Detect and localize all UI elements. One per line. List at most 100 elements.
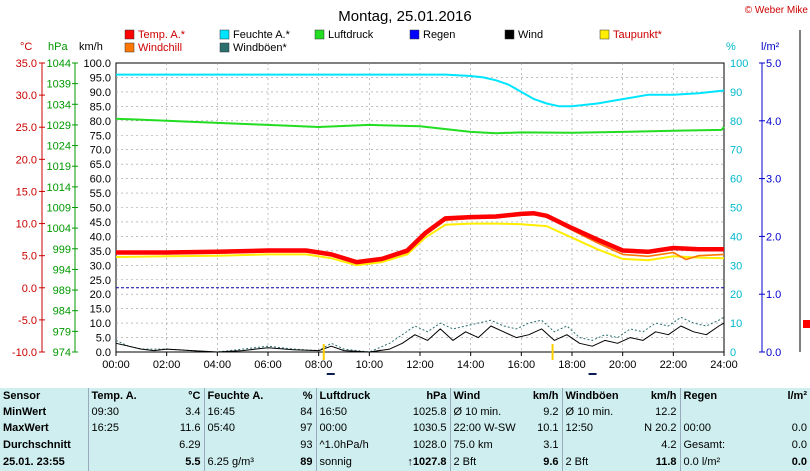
moonrise-icon xyxy=(588,373,597,375)
rain-tick-label: 2.0 xyxy=(766,231,781,243)
rain-tick-label: 1.0 xyxy=(766,289,781,301)
wind-tick-label: 45.0 xyxy=(90,217,111,229)
table-cell xyxy=(88,437,148,453)
table-cell: Gesamt: xyxy=(683,438,726,451)
table-cell: 12:50 xyxy=(565,422,594,435)
table-cell xyxy=(680,404,738,420)
time-tick-label: 14:00 xyxy=(457,359,485,371)
table-cell: 6.29 xyxy=(148,436,205,453)
wind-tick-label: 85.0 xyxy=(90,101,111,113)
pressure-unit-label: hPa xyxy=(48,41,68,53)
table-row: MaxWert 16:25 11.6 05:40 97 00:00 1030.5 22:00 … xyxy=(0,420,810,437)
table-cell: km/h xyxy=(522,388,563,405)
table-cell xyxy=(562,437,630,453)
table-cell: 89 xyxy=(276,452,317,471)
sunrise-time: 08:12 xyxy=(295,374,320,375)
legend-label: Feuchte A.* xyxy=(233,29,291,41)
wind-tick-label: 25.0 xyxy=(90,275,111,287)
table-row: 25.01. 23:55 5.5 6.25 g/m³ 89 sonnig ↑1027.8 2… xyxy=(0,452,810,471)
table-cell xyxy=(738,404,810,420)
table-cell: 05:40 xyxy=(207,422,236,435)
table-cell: 1025.8 xyxy=(384,404,451,421)
table-cell: 6.25 g/m³ xyxy=(207,455,254,468)
time-tick-label: 04:00 xyxy=(204,359,232,371)
weather-chart: Montag, 25.01.2016 © Weber Mike Temp. A.… xyxy=(10,5,810,375)
table-row: Durchschnitt 6.29 93 ^1.0hPa/h 1028.0 75.0 km… xyxy=(0,436,810,453)
moonset-time: 08:34 xyxy=(336,374,361,375)
legend-label: Luftdruck xyxy=(328,29,374,41)
table-cell: 25.01. 23:55 xyxy=(0,452,89,471)
table-cell: l/m² xyxy=(787,390,807,403)
legend-label: Regen xyxy=(423,29,455,41)
series-line xyxy=(116,211,724,265)
wind-tick-label: 35.0 xyxy=(90,246,111,258)
wind-tick-label: 65.0 xyxy=(90,159,111,171)
table-cell: 22:00 W-SW xyxy=(453,422,516,435)
series-line xyxy=(115,222,725,267)
table-cell: MaxWert xyxy=(0,420,89,437)
wind-tick-label: 30.0 xyxy=(90,260,111,272)
humidity-tick-label: 10 xyxy=(730,318,742,330)
legend-swatch xyxy=(409,29,420,40)
wind-tick-label: 20.0 xyxy=(90,289,111,301)
pressure-tick-label: 989 xyxy=(53,285,71,297)
table-cell: 9.6 xyxy=(522,452,563,471)
table-cell: Ø 10 min. xyxy=(453,406,502,419)
legend-swatch xyxy=(314,29,325,40)
temp-tick-label: 35.0 xyxy=(16,58,37,70)
table-cell: 11.8 xyxy=(630,452,681,471)
time-tick-label: 02:00 xyxy=(153,359,181,371)
rain-tick-label: 0.0 xyxy=(766,347,781,359)
table-cell: 00:00 xyxy=(683,422,712,435)
pressure-tick-label: 1034 xyxy=(47,99,71,111)
temp-tick-label: -10.0 xyxy=(12,347,37,359)
time-tick-label: 22:00 xyxy=(660,359,688,371)
table-cell: 2 Bft xyxy=(453,455,477,468)
pressure-tick-label: 1014 xyxy=(47,182,71,194)
series-lines xyxy=(115,73,725,353)
wind-tick-label: 0.0 xyxy=(96,347,111,359)
table-cell: Feuchte A. xyxy=(207,390,264,403)
pressure-tick-label: 984 xyxy=(53,306,71,318)
table-cell: 0.0 l/m² xyxy=(683,455,721,468)
humidity-tick-label: 70 xyxy=(730,145,742,157)
legend-swatch xyxy=(219,42,230,53)
wind-tick-label: 80.0 xyxy=(90,116,111,128)
table-cell: 3.1 xyxy=(522,436,563,453)
moonrise-time: 19:10 xyxy=(598,374,623,375)
left-axes: 35.0 30.0 25.0 20.0 15.0 10.0 5.0 0.0 -5.0 -10.0 1… xyxy=(12,58,111,359)
table-cell: 9.2 xyxy=(522,404,563,421)
moonset-icon xyxy=(326,373,335,375)
wind-tick-label: 70.0 xyxy=(90,145,111,157)
humidity-tick-label: 20 xyxy=(730,289,742,301)
humidity-tick-label: 0 xyxy=(730,347,736,359)
legend-label: Windchill xyxy=(138,42,182,54)
table-cell: 10.1 xyxy=(522,420,563,437)
pressure-tick-label: 1044 xyxy=(47,58,71,70)
series-line xyxy=(115,117,725,135)
temp-tick-label: 20.0 xyxy=(16,154,37,166)
legend-label: Windböen* xyxy=(233,42,288,54)
table-cell: 84 xyxy=(276,404,317,421)
legend-label: Taupunkt* xyxy=(613,29,663,41)
pressure-tick-label: 1004 xyxy=(47,223,71,235)
table-cell: 0.0 xyxy=(791,422,807,435)
table-cell: Durchschnitt xyxy=(0,436,89,453)
table-cell xyxy=(204,437,276,453)
humidity-tick-label: 80 xyxy=(730,116,742,128)
table-cell: sonnig xyxy=(319,455,352,468)
table-cell: 0.0 xyxy=(791,438,807,451)
legend-swatch xyxy=(599,29,610,40)
table-cell: Temp. A. xyxy=(91,390,137,403)
legend-label: Temp. A.* xyxy=(138,29,186,41)
table-cell: hPa xyxy=(384,388,451,405)
pressure-tick-label: 994 xyxy=(53,264,71,276)
wind-tick-label: 75.0 xyxy=(90,130,111,142)
rain-tick-label: 3.0 xyxy=(766,174,781,186)
series-line xyxy=(115,316,725,353)
table-cell: 1030.5 xyxy=(384,420,451,437)
humidity-tick-label: 60 xyxy=(730,174,742,186)
legend-swatch xyxy=(124,42,135,53)
table-cell: °C xyxy=(148,388,205,405)
table-cell: Ø 10 min. xyxy=(565,406,614,419)
